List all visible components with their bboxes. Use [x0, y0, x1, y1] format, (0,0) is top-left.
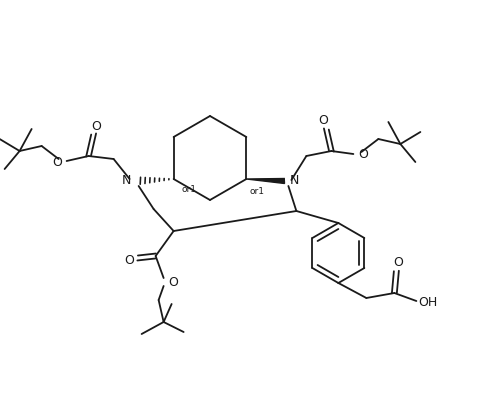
Text: N: N — [121, 174, 131, 187]
Text: O: O — [52, 156, 61, 168]
Text: O: O — [358, 148, 368, 162]
Text: or1: or1 — [249, 187, 265, 195]
Text: O: O — [124, 254, 135, 267]
Text: OH: OH — [419, 295, 438, 308]
Text: O: O — [92, 119, 102, 133]
Text: O: O — [394, 256, 403, 269]
Text: N: N — [289, 174, 299, 187]
Text: O: O — [169, 277, 178, 289]
Text: or1: or1 — [181, 185, 197, 193]
Text: O: O — [319, 115, 328, 127]
Polygon shape — [246, 179, 284, 183]
